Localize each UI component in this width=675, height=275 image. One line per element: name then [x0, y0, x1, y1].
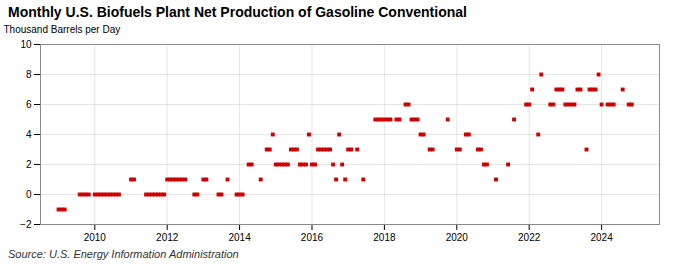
svg-text:6: 6 — [26, 99, 32, 110]
svg-text:2024: 2024 — [590, 232, 613, 243]
svg-text:−2: −2 — [20, 219, 32, 230]
svg-text:2020: 2020 — [446, 232, 469, 243]
svg-text:2010: 2010 — [84, 232, 107, 243]
svg-text:2014: 2014 — [228, 232, 251, 243]
html-text:Source: U.S. Energy Informatio: Source: U.S. Energy Information Administ… — [8, 248, 239, 260]
svg-text:8: 8 — [26, 69, 32, 80]
svg-text:2012: 2012 — [156, 232, 179, 243]
svg-text:Thousand Barrels per Day: Thousand Barrels per Day — [4, 24, 121, 35]
svg-text:10: 10 — [20, 39, 32, 50]
svg-text:2018: 2018 — [373, 232, 396, 243]
svg-text:4: 4 — [26, 129, 32, 140]
svg-text:0: 0 — [26, 189, 32, 200]
svg-text:2016: 2016 — [301, 232, 324, 243]
html-text:Monthly U.S. Biofuels Plant Ne: Monthly U.S. Biofuels Plant Net Producti… — [8, 4, 467, 20]
svg-text:2022: 2022 — [518, 232, 541, 243]
svg-text:2: 2 — [26, 159, 32, 170]
